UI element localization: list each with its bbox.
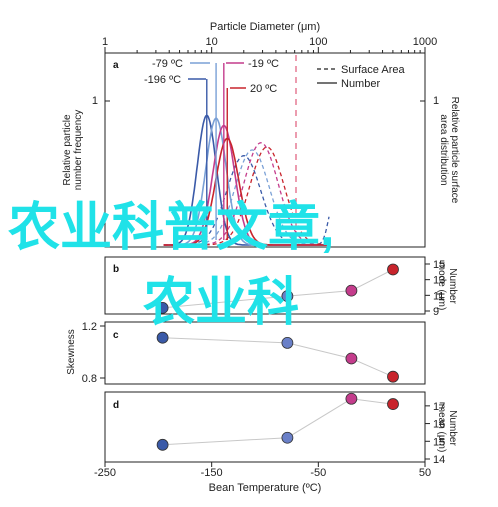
surface-curve-2 [163, 142, 330, 246]
data-point-1 [281, 336, 294, 349]
ytick-label-0: 14 [433, 454, 445, 466]
top-tick-label-2: 100 [309, 36, 327, 48]
panel-c-yticks: 1.2 0.8 [82, 321, 105, 385]
overlay-line-1: 农业科普文章, [8, 198, 334, 257]
overlay-text: 农业科普文章, 农业科 [8, 198, 334, 332]
xtick-label-1: -150 [201, 467, 223, 479]
top-axis-title: Particle Diameter (μm) [210, 21, 320, 33]
data-point-2 [345, 284, 358, 297]
panel-c: c 1.2 0.8 Skewness [66, 321, 426, 385]
data-point-0 [156, 438, 169, 451]
panel-b-points [156, 263, 399, 314]
ytick-label-1: 0.8 [82, 373, 97, 385]
panel-b-ylabel: Numbermode (μm) [436, 262, 458, 311]
panel-d-yticks: 14 15 16 17 [425, 401, 445, 466]
panel-b-frame [104, 256, 426, 315]
panel-a-letter: a [113, 60, 119, 71]
trend-line [162, 398, 394, 446]
xtick-label-0: -250 [94, 467, 116, 479]
ytick-label-0: 1.2 [82, 321, 97, 333]
panel-d-xticks: -250 -150 -50 50 [94, 462, 431, 479]
ytick-label-3: 15 [433, 259, 445, 271]
panel-d-letter: d [113, 400, 119, 411]
panel-a: a Particle Diameter (μm) 1 10 100 1000 1 1 … [62, 21, 460, 248]
annotation-minus196: -196 ºC [144, 74, 181, 86]
data-point-3 [387, 370, 399, 383]
left-axis-title: Relative particlenumber frequency [62, 110, 84, 191]
data-point-2 [345, 352, 358, 365]
panel-c-ylabel: Skewness [66, 329, 77, 375]
panel-d: d 14 15 16 17 Numbermean (μm) -250 -150 -50 50… [94, 391, 458, 494]
right-tick-1: 1 [433, 95, 439, 107]
left-tick-1: 1 [92, 95, 98, 107]
panel-d-points [156, 392, 399, 451]
panel-c-points [156, 331, 399, 383]
xtick-label-2: -50 [310, 467, 326, 479]
annotation-minus19: -19 ºC [248, 58, 279, 70]
annotations: -79 ºC -196 ºC -19 ºC 20 ºC [144, 58, 279, 95]
surface-curve-3 [163, 146, 330, 246]
ytick-label-1: 11 [433, 290, 444, 302]
data-point-3 [387, 263, 399, 276]
data-point-0 [156, 301, 169, 314]
trend-line [162, 337, 394, 378]
number-curve-3 [163, 137, 329, 246]
right-axis-title: Relative particle surfacearea distributi… [438, 97, 460, 204]
data-point-2 [345, 392, 358, 405]
overlay-line-2: 农业科 [143, 274, 299, 332]
data-point-1 [281, 431, 294, 444]
panel-c-frame [104, 321, 426, 385]
x-axis-title: Bean Temperature (ºC) [209, 482, 322, 494]
panel-b-letter: b [113, 264, 119, 275]
data-point-3 [387, 398, 399, 410]
panel-c-letter: c [113, 330, 119, 341]
ytick-label-2: 13 [433, 275, 445, 287]
surface-curve-1 [163, 149, 330, 246]
xtick-label-3: 50 [419, 467, 431, 479]
legend-surface-label: Surface Area [341, 64, 405, 76]
top-tick-label-3: 1000 [413, 36, 437, 48]
top-tick-label-0: 1 [102, 36, 108, 48]
curves [163, 63, 330, 246]
trend-line [162, 269, 394, 309]
data-point-0 [156, 331, 169, 344]
panel-d-frame [104, 391, 426, 463]
annotation-minus79: -79 ºC [152, 58, 183, 70]
ytick-label-0: 9 [433, 306, 439, 318]
ytick-label-3: 17 [433, 401, 445, 413]
panel-a-frame [104, 52, 426, 248]
data-point-1 [281, 290, 294, 303]
panel-b-yticks: 9 11 13 15 [425, 259, 445, 318]
ytick-label-1: 15 [433, 436, 445, 448]
panel-b: b 9 11 13 15 Numbermode (μm) [104, 256, 458, 318]
annotation-20: 20 ºC [250, 83, 277, 95]
top-axis-ticks: 1 10 100 1000 [102, 36, 437, 53]
legend: Surface Area Number [317, 64, 405, 90]
top-tick-label-1: 10 [206, 36, 218, 48]
ytick-label-2: 16 [433, 419, 445, 431]
legend-number-label: Number [341, 78, 380, 90]
panel-d-ylabel: Numbermean (μm) [436, 404, 458, 453]
